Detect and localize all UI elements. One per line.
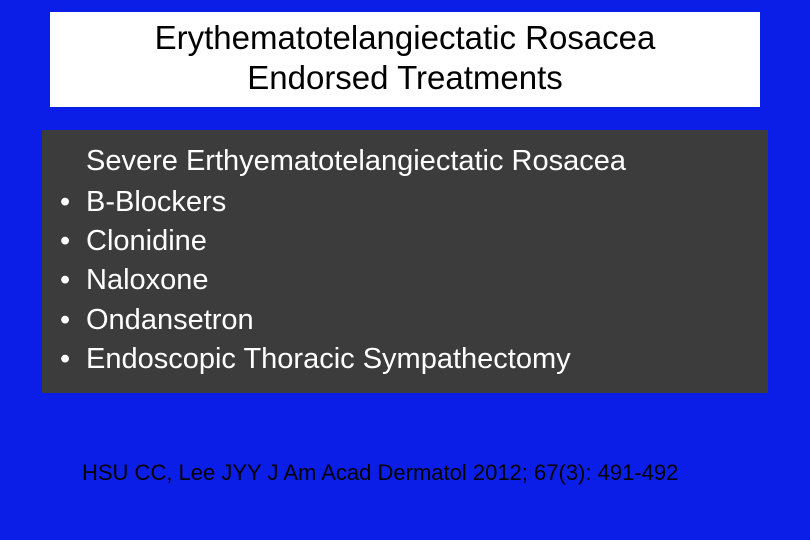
slide: Erythematotelangiectatic Rosacea Endorse… (0, 0, 810, 540)
title-line-1: Erythematotelangiectatic Rosacea (62, 18, 748, 58)
bullet-item: Ondansetron (58, 301, 752, 340)
bullet-item: Clonidine (58, 222, 752, 261)
content-subheading: Severe Erthyematotelangiectatic Rosacea (86, 142, 752, 181)
bullet-item: Naloxone (58, 261, 752, 300)
content-box: Severe Erthyematotelangiectatic Rosacea … (42, 130, 768, 393)
bullet-item: B-Blockers (58, 183, 752, 222)
bullet-list: B-Blockers Clonidine Naloxone Ondansetro… (58, 183, 752, 379)
citation-text: HSU CC, Lee JYY J Am Acad Dermatol 2012;… (82, 460, 678, 486)
bullet-item: Endoscopic Thoracic Sympathectomy (58, 340, 752, 379)
title-box: Erythematotelangiectatic Rosacea Endorse… (50, 12, 760, 107)
title-line-2: Endorsed Treatments (62, 58, 748, 98)
